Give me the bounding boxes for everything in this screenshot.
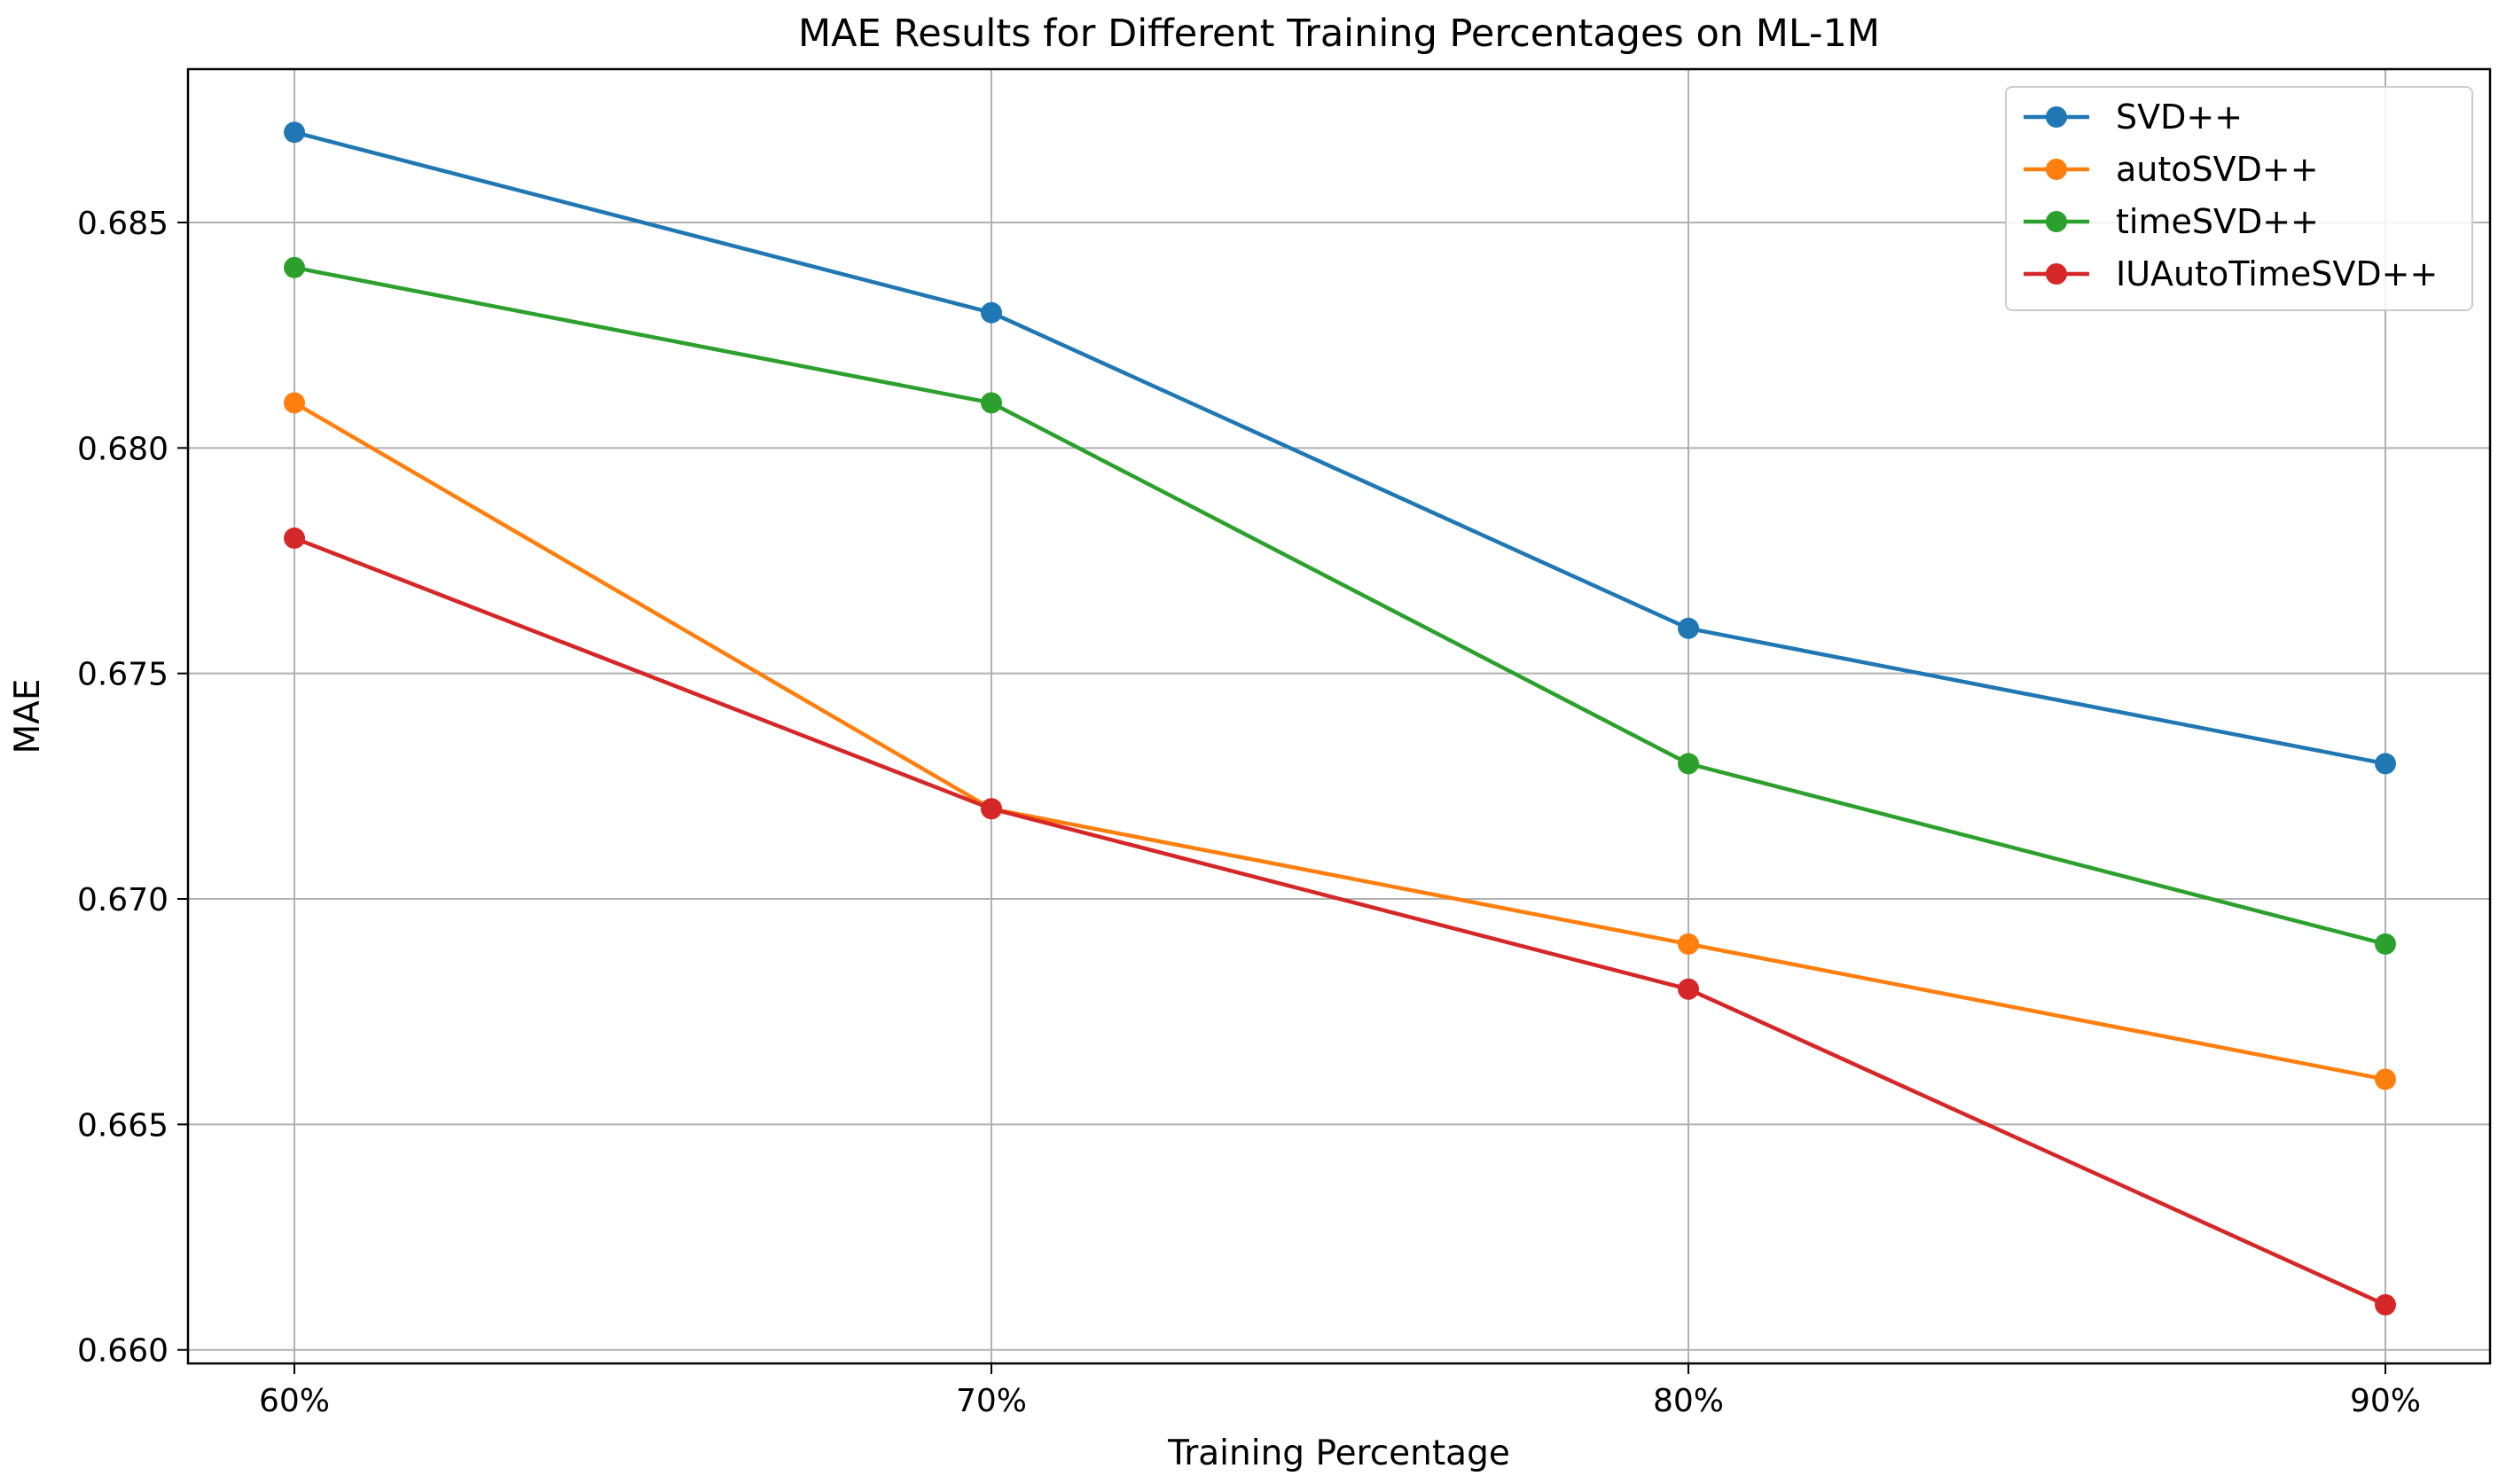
data-point	[981, 301, 1002, 324]
x-tick-label: 90%	[2350, 1383, 2421, 1419]
series-line	[292, 535, 2388, 1308]
legend-entry: autoSVD++	[2024, 150, 2319, 189]
x-tick-label: 80%	[1653, 1383, 1724, 1419]
legend-label: SVD++	[2116, 98, 2243, 137]
legend-entry: IUAutoTimeSVD++	[2024, 254, 2438, 293]
legend-entry: timeSVD++	[2024, 202, 2319, 241]
data-point	[1678, 617, 1699, 639]
data-point	[2375, 1293, 2396, 1316]
series-line	[292, 265, 2388, 947]
data-point	[2375, 1068, 2396, 1090]
y-tick-label: 0.685	[77, 206, 168, 242]
data-point	[1678, 978, 1699, 1000]
legend-marker	[2046, 106, 2067, 128]
series-svdplusplus	[284, 121, 2396, 775]
y-tick-label: 0.665	[77, 1107, 168, 1144]
legend-label: IUAutoTimeSVD++	[2116, 254, 2438, 293]
legend-label: timeSVD++	[2116, 202, 2319, 241]
data-point	[284, 527, 305, 550]
legend: SVD++ autoSVD++ timeSVD++ IUAutoTimeSVD++	[2005, 86, 2473, 311]
x-axis-label: Training Percentage	[1167, 1433, 1510, 1473]
x-tick-label: 60%	[259, 1383, 330, 1419]
data-point	[2375, 753, 2396, 775]
legend-entry: SVD++	[2024, 98, 2243, 137]
y-tick-label: 0.680	[77, 431, 168, 467]
data-point	[2375, 933, 2396, 955]
y-axis-label: MAE	[8, 679, 48, 754]
axis-ticks: 60% 70% 80% 90% 0.660 0.665 0.670 0.675 0.680 0.6…	[77, 206, 2421, 1419]
plot-area-frame	[186, 67, 2492, 1365]
data-point	[284, 256, 305, 278]
legend-marker	[2046, 159, 2067, 180]
chart-title: MAE Results for Different Training Perce…	[798, 12, 1880, 56]
data-point	[981, 798, 1002, 820]
series-iuautotimesvdplusplus	[284, 527, 2396, 1316]
y-tick-label: 0.675	[77, 657, 168, 693]
series-line	[292, 401, 2388, 1082]
data-series	[284, 121, 2396, 1316]
data-point	[284, 121, 305, 144]
x-tick-label: 70%	[956, 1383, 1027, 1419]
y-tick-label: 0.670	[77, 882, 168, 918]
legend-marker	[2046, 211, 2067, 232]
y-tick-label: 0.660	[77, 1333, 168, 1370]
series-line	[292, 129, 2388, 766]
data-point	[284, 392, 305, 414]
legend-frame	[2005, 86, 2473, 311]
data-point	[1678, 753, 1699, 775]
legend-label: autoSVD++	[2116, 150, 2319, 189]
series-timesvdplusplus	[284, 256, 2396, 955]
legend-marker	[2046, 263, 2067, 285]
data-point	[981, 392, 1002, 414]
data-point	[1678, 933, 1699, 955]
